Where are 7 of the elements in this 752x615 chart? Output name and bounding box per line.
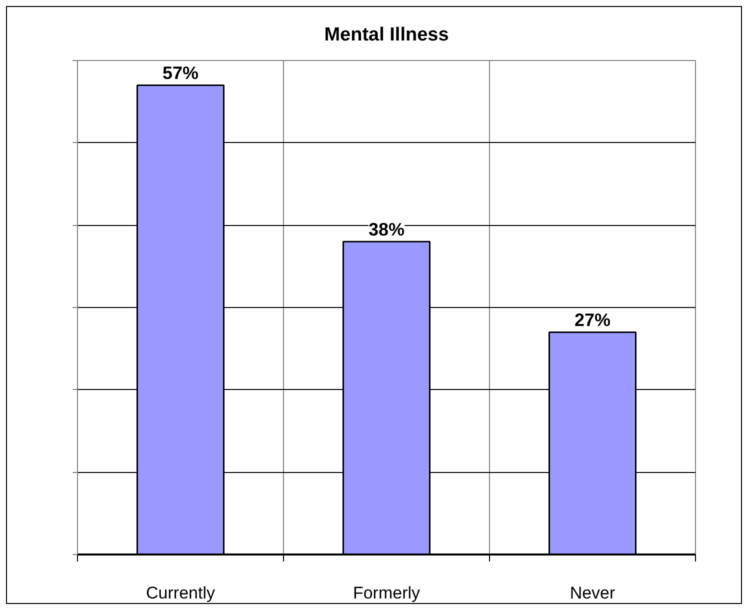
data-label: 57% — [162, 63, 199, 84]
chart-title: Mental Illness — [324, 24, 449, 46]
x-tick-label: Never — [570, 584, 616, 602]
x-tick-label: Currently — [146, 584, 216, 602]
x-tick-label: Formerly — [352, 584, 421, 602]
data-label: 38% — [368, 220, 405, 240]
data-label: 27% — [574, 310, 611, 330]
